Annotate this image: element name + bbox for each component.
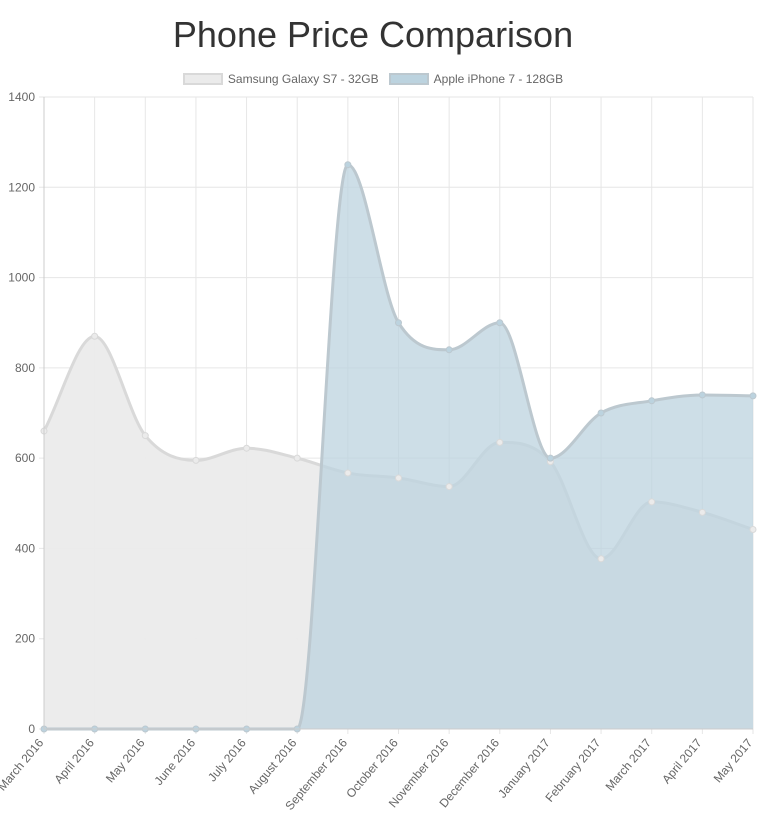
chart-title: Phone Price Comparison xyxy=(172,14,574,55)
data-point[interactable] xyxy=(192,456,200,464)
y-tick-label: 400 xyxy=(15,541,35,555)
data-point[interactable] xyxy=(395,474,402,482)
chart-legend: Samsung Galaxy S7 - 32GB Apple iPhone 7 … xyxy=(0,72,746,86)
y-tick-label: 200 xyxy=(15,632,35,646)
x-tick-label: May 2016 xyxy=(103,736,148,786)
y-tick-label: 1400 xyxy=(8,90,35,104)
legend-swatch-samsung xyxy=(182,73,223,85)
data-point[interactable] xyxy=(445,346,453,354)
legend-swatch-apple xyxy=(388,73,429,85)
x-tick-label: June 2016 xyxy=(151,736,198,788)
y-tick-label: 1200 xyxy=(8,180,35,194)
data-point[interactable] xyxy=(648,498,656,506)
x-tick-label: August 2016 xyxy=(245,736,299,797)
x-tick-label: May 2017 xyxy=(711,736,756,786)
legend-item-apple[interactable]: Apple iPhone 7 - 128GB xyxy=(388,72,564,86)
data-point[interactable] xyxy=(597,555,605,563)
data-point[interactable] xyxy=(496,319,504,327)
x-tick-label: March 2016 xyxy=(0,736,47,794)
data-point[interactable] xyxy=(648,397,656,405)
x-tick-label: July 2016 xyxy=(205,736,249,785)
data-point[interactable] xyxy=(597,409,605,417)
data-point[interactable] xyxy=(749,525,757,533)
x-tick-label: October 2016 xyxy=(343,736,401,801)
data-point[interactable] xyxy=(91,332,99,340)
y-tick-label: 800 xyxy=(15,361,35,375)
data-point[interactable] xyxy=(243,444,251,452)
data-point[interactable] xyxy=(293,454,301,462)
data-point[interactable] xyxy=(344,161,352,169)
data-point[interactable] xyxy=(546,454,554,462)
data-point[interactable] xyxy=(749,392,757,400)
data-point[interactable] xyxy=(496,438,504,446)
x-tick-label: April 2016 xyxy=(51,736,97,787)
y-tick-label: 1000 xyxy=(8,271,35,285)
data-point[interactable] xyxy=(698,508,706,516)
x-tick-label: March 2017 xyxy=(603,736,655,794)
data-point[interactable] xyxy=(141,432,149,440)
legend-label-apple: Apple iPhone 7 - 128GB xyxy=(433,72,564,86)
legend-item-samsung[interactable]: Samsung Galaxy S7 - 32GB xyxy=(182,72,379,86)
x-tick-label: January 2017 xyxy=(495,736,553,801)
legend-label-samsung: Samsung Galaxy S7 - 32GB xyxy=(227,72,379,86)
data-point[interactable] xyxy=(445,483,453,491)
data-point[interactable] xyxy=(344,469,352,477)
data-point[interactable] xyxy=(698,391,706,399)
y-tick-label: 600 xyxy=(15,451,35,465)
x-tick-label: April 2017 xyxy=(659,736,705,787)
series-area-1 xyxy=(44,164,753,729)
y-tick-label: 0 xyxy=(28,722,35,736)
data-point[interactable] xyxy=(395,319,402,327)
